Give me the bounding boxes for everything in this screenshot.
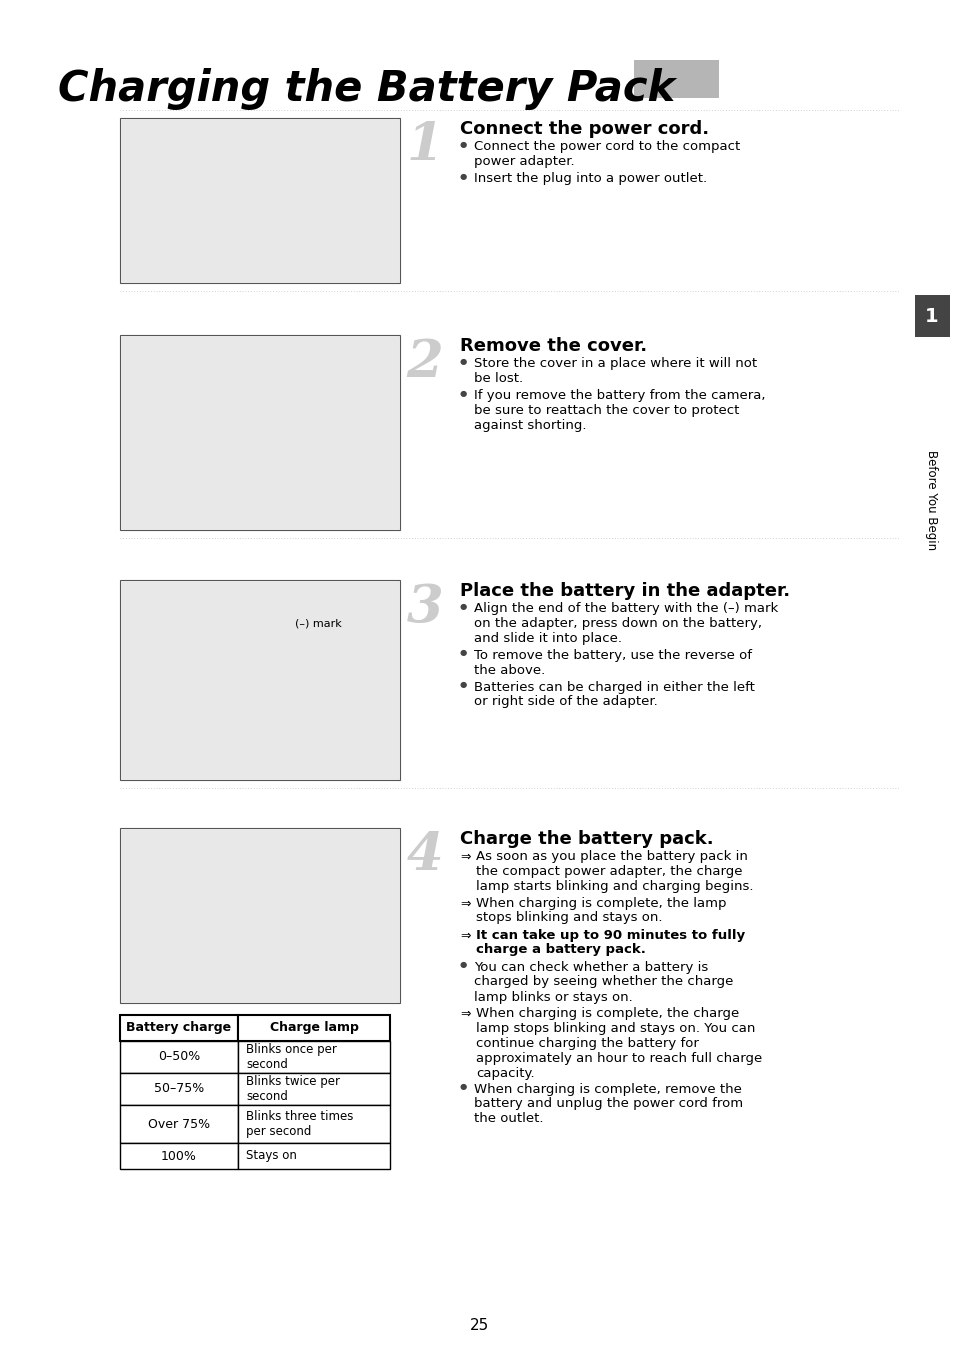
Text: Charge lamp: Charge lamp — [270, 1021, 358, 1035]
Bar — [121, 830, 398, 1002]
Text: As soon as you place the battery pack in
the compact power adapter, the charge
l: As soon as you place the battery pack in… — [476, 850, 753, 893]
Text: ●: ● — [459, 140, 467, 148]
Bar — [120, 1014, 237, 1041]
Bar — [120, 117, 399, 283]
Text: Charge the battery pack.: Charge the battery pack. — [459, 830, 713, 849]
Text: Align the end of the battery with the (–) mark
on the adapter, press down on the: Align the end of the battery with the (–… — [474, 602, 778, 645]
Bar — [120, 580, 399, 780]
Bar — [121, 119, 398, 282]
Text: ●: ● — [459, 357, 467, 366]
Bar — [120, 1143, 237, 1170]
Text: 1: 1 — [924, 306, 938, 325]
Bar — [634, 59, 719, 98]
Bar — [121, 581, 398, 778]
Bar — [120, 1041, 237, 1072]
Text: ●: ● — [459, 602, 467, 611]
Bar — [120, 1072, 237, 1105]
Bar — [120, 1105, 237, 1143]
Text: Connect the power cord.: Connect the power cord. — [459, 120, 708, 138]
Text: 100%: 100% — [161, 1149, 196, 1163]
Text: Insert the plug into a power outlet.: Insert the plug into a power outlet. — [474, 173, 706, 185]
Text: ●: ● — [459, 173, 467, 181]
Text: ⇒: ⇒ — [459, 1008, 470, 1021]
Text: ●: ● — [459, 680, 467, 689]
Text: 2: 2 — [406, 337, 443, 389]
Text: 4: 4 — [406, 830, 443, 881]
Text: ●: ● — [459, 1082, 467, 1091]
Text: ●: ● — [459, 389, 467, 398]
Text: To remove the battery, use the reverse of
the above.: To remove the battery, use the reverse o… — [474, 649, 751, 676]
Text: 25: 25 — [470, 1318, 489, 1333]
Text: Batteries can be charged in either the left
or right side of the adapter.: Batteries can be charged in either the l… — [474, 680, 754, 708]
Text: ⇒: ⇒ — [459, 851, 470, 863]
Text: Store the cover in a place where it will not
be lost.: Store the cover in a place where it will… — [474, 357, 757, 384]
Text: Blinks twice per
second: Blinks twice per second — [246, 1075, 339, 1103]
Text: 0–50%: 0–50% — [157, 1051, 200, 1063]
Text: ●: ● — [459, 960, 467, 970]
Bar — [120, 335, 399, 530]
Bar — [237, 1105, 390, 1143]
Text: ●: ● — [459, 649, 467, 657]
Text: Blinks three times
per second: Blinks three times per second — [246, 1110, 353, 1139]
Text: Battery charge: Battery charge — [127, 1021, 232, 1035]
Text: ⇒: ⇒ — [459, 897, 470, 911]
Text: 3: 3 — [406, 581, 443, 633]
Bar — [120, 828, 399, 1004]
Text: Charging the Battery Pack: Charging the Battery Pack — [58, 67, 675, 111]
Text: Before You Begin: Before You Begin — [924, 451, 938, 550]
Text: Remove the cover.: Remove the cover. — [459, 337, 646, 355]
Text: You can check whether a battery is
charged by seeing whether the charge
lamp bli: You can check whether a battery is charg… — [474, 960, 733, 1004]
Text: When charging is complete, the lamp
stops blinking and stays on.: When charging is complete, the lamp stop… — [476, 897, 726, 924]
Bar — [237, 1143, 390, 1170]
Bar — [121, 336, 398, 529]
Text: Stays on: Stays on — [246, 1149, 296, 1163]
Text: Connect the power cord to the compact
power adapter.: Connect the power cord to the compact po… — [474, 140, 740, 169]
Bar — [237, 1014, 390, 1041]
Text: 50–75%: 50–75% — [153, 1082, 204, 1095]
Text: When charging is complete, remove the
battery and unplug the power cord from
the: When charging is complete, remove the ba… — [474, 1082, 742, 1125]
Bar — [914, 295, 949, 337]
Text: (–) mark: (–) mark — [294, 618, 341, 629]
Text: If you remove the battery from the camera,
be sure to reattach the cover to prot: If you remove the battery from the camer… — [474, 389, 764, 432]
Text: 1: 1 — [406, 120, 443, 171]
Bar — [237, 1072, 390, 1105]
Bar — [237, 1041, 390, 1072]
Text: Blinks once per
second: Blinks once per second — [246, 1043, 336, 1071]
Text: ⇒: ⇒ — [459, 929, 470, 943]
Text: When charging is complete, the charge
lamp stops blinking and stays on. You can
: When charging is complete, the charge la… — [476, 1006, 761, 1081]
Text: It can take up to 90 minutes to fully
charge a battery pack.: It can take up to 90 minutes to fully ch… — [476, 928, 744, 956]
Text: Place the battery in the adapter.: Place the battery in the adapter. — [459, 581, 789, 600]
Text: Over 75%: Over 75% — [148, 1117, 210, 1130]
